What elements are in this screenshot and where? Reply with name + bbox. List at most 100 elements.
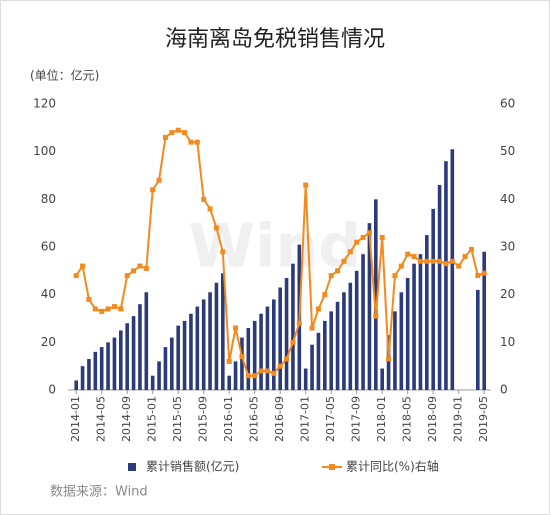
x-tick-label: 2019-01 [452,396,465,442]
bar [259,313,263,390]
line-marker [449,258,455,264]
line-marker [328,273,334,279]
bar [99,347,104,390]
line-marker [373,313,379,319]
bar [208,292,212,390]
line-marker [258,368,264,374]
bar [150,375,155,390]
y-tick-label: 40 [41,287,56,301]
line-marker [290,339,296,345]
line-marker [182,130,188,136]
line-marker [124,273,130,279]
y2-tick-label: 40 [500,192,515,206]
bar [112,337,117,390]
bar [221,273,225,390]
bar [189,313,193,390]
x-tick-label: 2014-09 [120,396,133,442]
line-marker [239,354,245,360]
bar [170,337,174,390]
line-marker [392,273,398,279]
bar [284,277,289,390]
line-marker [156,177,162,183]
y-tick-label: 60 [41,240,56,254]
line-marker [194,139,200,145]
y-tick-label: 80 [41,192,56,206]
line-marker [131,268,137,274]
bar [265,306,270,390]
line-marker [137,263,143,269]
chart-title: 海南离岛免税销售情况 [165,27,385,52]
bar [252,320,257,390]
bar [278,287,282,390]
line-marker [475,273,481,279]
bar [272,299,276,390]
x-tick-label: 2015-09 [197,396,210,442]
line-marker [252,373,258,379]
line-marker [175,127,181,133]
bar [380,368,384,390]
bar [476,289,480,390]
x-tick-label: 2017-09 [350,396,363,442]
y-tick-label: 20 [41,335,56,349]
line-marker [162,134,168,140]
bar [361,254,365,390]
bar [437,185,442,390]
line-marker [150,187,156,193]
source-note: 数据来源：Wind [50,485,148,500]
line-marker [468,246,474,252]
bar [335,301,340,390]
bar [157,361,161,390]
line-marker [437,258,443,264]
y-tick-label: 0 [48,383,56,397]
line-marker [335,268,341,274]
line-marker [462,254,468,260]
line-marker [303,182,309,188]
line-marker [322,292,328,298]
x-tick-label: 2014-05 [95,396,108,442]
bar [93,351,98,390]
x-tick-label: 2016-05 [248,396,261,442]
line-marker [424,258,430,264]
bar [425,235,429,390]
bar [201,299,206,390]
bar [450,149,455,390]
line-marker [86,296,92,302]
bar [310,344,314,390]
line-marker [309,325,315,331]
line-marker [143,265,149,271]
y-tick-label: 100 [33,144,56,158]
bar [131,316,136,390]
bar [431,208,435,390]
bar [399,292,404,390]
line-marker [443,261,449,267]
bar [144,292,149,390]
legend-label: 累计销售额(亿元) [146,459,239,474]
bar [348,282,353,390]
bar [418,254,423,390]
line-marker [347,249,353,255]
line-marker [245,373,251,379]
x-tick-label: 2015-01 [146,396,159,442]
line-marker [296,320,302,326]
bar [354,270,359,390]
x-tick-label: 2017-05 [324,396,337,442]
line-marker [264,368,270,374]
bar [74,380,78,390]
line-marker [386,356,392,362]
x-tick-label: 2016-01 [222,396,235,442]
line-marker [360,234,366,240]
x-tick-label: 2018-09 [426,396,439,442]
bar [323,320,327,390]
line-marker [207,206,213,212]
line-marker [73,273,79,279]
bar [386,335,391,390]
x-tick-label: 2016-09 [273,396,286,442]
bar [482,251,486,390]
line-marker [398,263,404,269]
y2-tick-label: 10 [500,335,515,349]
bar [227,375,231,390]
line-marker [220,249,226,255]
unit-label: (单位：亿元) [30,68,99,83]
line-marker [118,306,124,312]
